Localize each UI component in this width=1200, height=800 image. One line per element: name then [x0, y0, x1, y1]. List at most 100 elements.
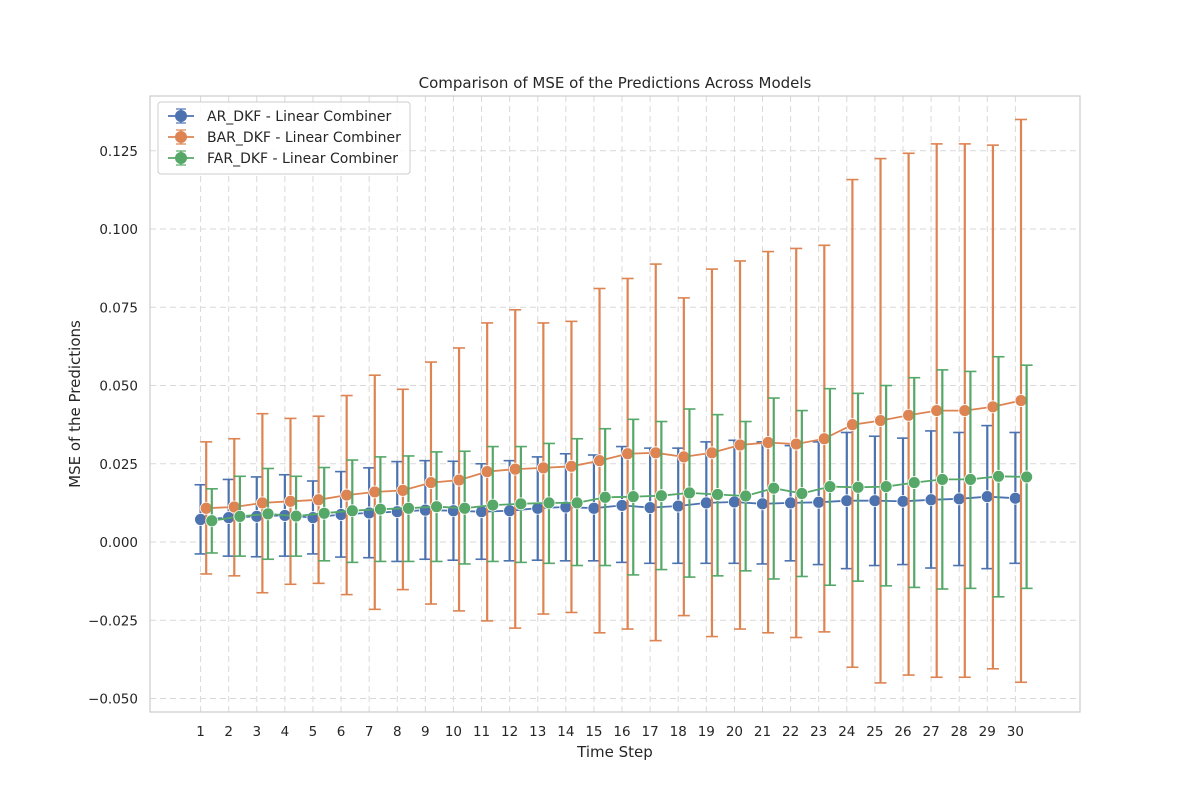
data-point	[396, 483, 410, 497]
data-point	[430, 500, 443, 514]
data-point	[205, 514, 219, 528]
data-point	[952, 492, 966, 506]
x-tick-label: 16	[613, 724, 630, 740]
data-point	[874, 414, 887, 427]
data-point	[784, 496, 798, 510]
data-point	[643, 501, 657, 515]
x-tick-label: 25	[866, 724, 883, 740]
data-point	[840, 494, 854, 508]
data-point	[671, 499, 685, 513]
x-tick-label: 7	[365, 724, 374, 740]
x-tick-label: 17	[642, 724, 659, 740]
data-point	[373, 502, 387, 516]
x-tick-label: 6	[337, 724, 346, 740]
data-point	[565, 459, 578, 473]
data-point	[986, 400, 1000, 414]
data-point	[289, 509, 303, 523]
x-tick-label: 8	[393, 724, 402, 740]
y-tick-label: 0.075	[99, 300, 138, 316]
legend-entry-1: AR_DKF - Linear Combiner	[168, 108, 391, 125]
data-point	[649, 446, 663, 460]
data-point	[879, 480, 893, 494]
x-tick-label: 14	[557, 724, 574, 740]
x-tick-label: 11	[473, 724, 490, 740]
data-point	[402, 501, 415, 515]
data-point	[593, 454, 606, 468]
data-point	[964, 473, 977, 486]
data-point	[508, 462, 522, 476]
data-point	[677, 450, 691, 464]
y-tick-label: 0.125	[99, 144, 138, 160]
data-point	[390, 505, 404, 519]
data-point	[902, 408, 916, 422]
data-point	[503, 504, 517, 518]
data-point	[587, 501, 601, 515]
data-point	[255, 496, 269, 510]
x-tick-label: 19	[698, 724, 715, 740]
data-point	[514, 497, 528, 511]
data-point	[1008, 491, 1022, 505]
legend-label: BAR_DKF - Linear Combiner	[207, 130, 401, 146]
data-point	[980, 490, 994, 504]
legend: AR_DKF - Linear Combiner BAR_DKF - Linear…	[157, 101, 411, 175]
legend-box	[157, 101, 411, 175]
x-tick-label: 24	[838, 724, 855, 740]
x-tick-label: 5	[309, 724, 318, 740]
x-axis-ticks: 1 2 3 4 5 6 7 8 9 10 11 12 13 14 15 16 17 18 19 20 21 22 23 24 2…	[196, 724, 1024, 740]
legend-marker	[175, 152, 187, 164]
x-tick-label: 20	[726, 724, 743, 740]
data-point	[795, 487, 809, 500]
data-point	[424, 476, 438, 489]
data-point	[1020, 470, 1034, 484]
data-point	[284, 494, 297, 508]
plot-frame	[149, 95, 1081, 713]
grid	[150, 96, 1080, 712]
data-point	[194, 513, 207, 526]
legend-marker	[175, 131, 187, 143]
legend-entry-3: FAR_DKF - Linear Combiner	[168, 150, 398, 167]
x-tick-label: 18	[670, 724, 687, 740]
x-tick-label: 1	[196, 724, 205, 740]
data-point	[930, 404, 944, 417]
data-point	[907, 476, 921, 489]
data-point	[705, 446, 719, 460]
data-point	[789, 437, 803, 451]
x-tick-label: 22	[782, 724, 799, 740]
data-point	[992, 469, 1005, 483]
legend-label: FAR_DKF - Linear Combiner	[207, 151, 398, 167]
x-tick-label: 4	[281, 724, 290, 740]
data-point	[261, 507, 275, 521]
data-point	[823, 480, 837, 494]
x-tick-label: 2	[224, 724, 233, 740]
data-point	[699, 496, 713, 510]
x-tick-label: 21	[754, 724, 771, 740]
legend-label: AR_DKF - Linear Combiner	[207, 109, 391, 125]
data-point	[452, 473, 466, 487]
x-tick-label: 15	[585, 724, 602, 740]
data-point	[924, 493, 938, 507]
data-point	[418, 503, 432, 517]
x-tick-label: 3	[252, 724, 261, 740]
x-axis-label: Time Step	[576, 743, 653, 761]
data-point	[458, 501, 472, 515]
y-tick-label: 0.050	[99, 379, 138, 395]
data-point	[317, 506, 331, 520]
data-point	[817, 432, 831, 446]
data-point	[733, 438, 747, 452]
data-point	[739, 489, 753, 503]
y-tick-label: −0.025	[88, 613, 138, 629]
data-point	[570, 496, 584, 510]
data-point	[621, 447, 635, 461]
y-tick-label: 0.100	[99, 222, 138, 238]
x-tick-label: 27	[922, 724, 939, 740]
series-layer	[194, 118, 1034, 684]
data-point	[711, 488, 724, 501]
x-tick-label: 10	[445, 724, 462, 740]
data-point	[250, 509, 264, 523]
data-point	[340, 488, 354, 502]
x-tick-label: 30	[1007, 724, 1024, 740]
x-tick-label: 23	[810, 724, 827, 740]
y-axis-label: MSE of the Predictions	[66, 320, 84, 488]
x-tick-label: 13	[529, 724, 546, 740]
